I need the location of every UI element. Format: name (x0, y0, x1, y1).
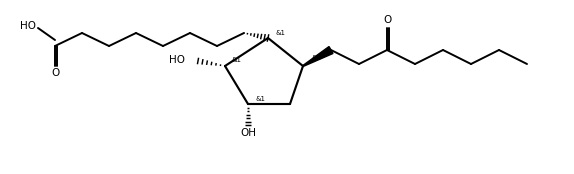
Text: &1: &1 (311, 55, 321, 61)
Text: O: O (384, 15, 392, 25)
Text: HO: HO (20, 21, 36, 31)
Text: &1: &1 (232, 57, 242, 63)
Text: &1: &1 (255, 96, 265, 102)
Text: HO: HO (169, 55, 185, 65)
Text: O: O (52, 68, 60, 78)
Polygon shape (302, 46, 333, 66)
Text: OH: OH (240, 128, 256, 138)
Text: &1: &1 (275, 30, 285, 36)
